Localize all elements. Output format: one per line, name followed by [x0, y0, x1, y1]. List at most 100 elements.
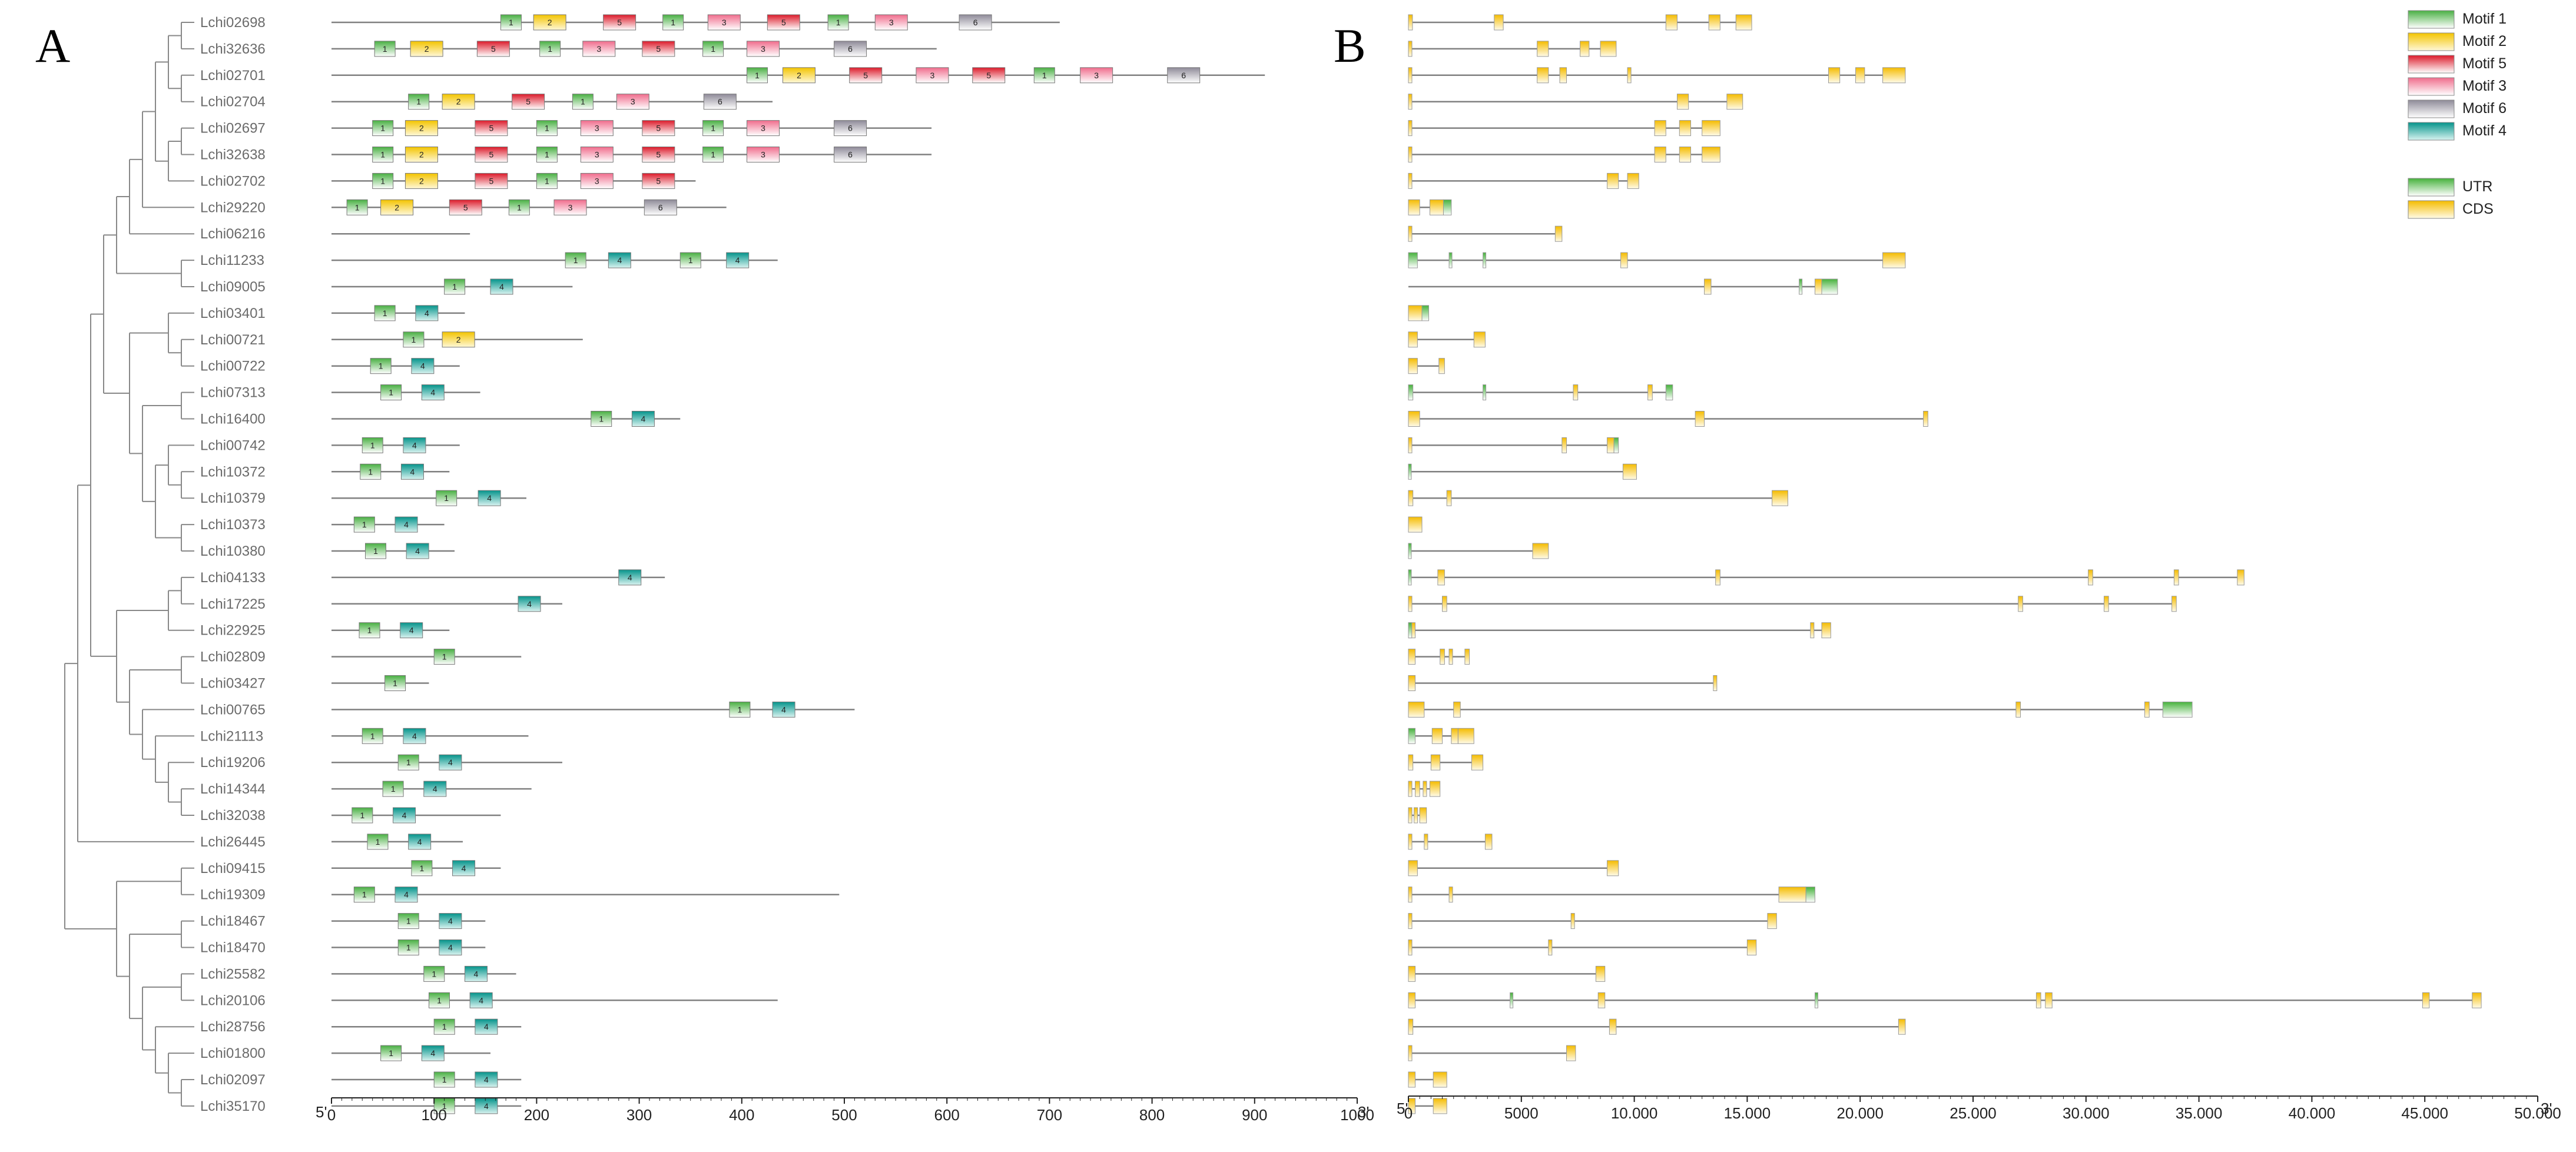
motif-rect [553, 199, 587, 215]
cds-exon [2144, 701, 2150, 718]
motif-panel: 1 2 5 1 3 5 1 3 6 1 2 5 1 3 5 1 3 6 1 2 5 3 5 1 3 6 1 2 5 1 3 6 1 2 5 1 3 5 1 3… [331, 14, 1265, 1114]
gene-name: Lchi10373 [200, 517, 266, 533]
motif-rect [582, 41, 616, 57]
motif-1-box: 1 [362, 728, 383, 744]
motif-rect [346, 199, 368, 215]
motif-2-box: 2 [405, 120, 438, 137]
motif-4-box: 4 [394, 887, 418, 903]
cds-exon [1408, 807, 1413, 824]
motif-4-box: 4 [475, 1098, 498, 1114]
motif-number: 2 [425, 44, 429, 54]
cds-exon [1408, 147, 1413, 162]
motif-4-box: 4 [464, 965, 488, 982]
motif-5-box: 5 [603, 14, 636, 31]
motif-rect [726, 252, 750, 268]
cds-exon [1554, 225, 1563, 242]
motif-number: 4 [417, 837, 422, 846]
cds-exon [1451, 728, 1458, 744]
cds-exon [1408, 411, 1420, 427]
motif-1-box: 1 [827, 14, 849, 31]
motif-number: 4 [462, 864, 466, 873]
gene-structure [1408, 622, 1831, 639]
motif-rect [475, 147, 508, 162]
gene-name: Lchi03427 [200, 676, 266, 692]
legend-swatch-motif-5 [2408, 55, 2455, 74]
motif-number: 4 [448, 943, 453, 952]
motif-rect [608, 252, 631, 268]
motif-rect [500, 14, 522, 31]
motif-3-box: 3 [1080, 67, 1113, 84]
motif-rect [403, 437, 426, 453]
utr-region [1443, 199, 1452, 215]
motif-rect [360, 463, 382, 480]
gene-name: Lchi02704 [200, 94, 266, 110]
gene-structure [1408, 225, 1563, 242]
motif-number: 4 [433, 784, 437, 794]
motif-5-box: 5 [642, 172, 675, 189]
motif-rect [439, 913, 462, 929]
motif-rect [662, 14, 684, 31]
motif-number: 3 [595, 150, 599, 160]
motif-1-box: 1 [367, 834, 389, 850]
motif-1-box: 1 [346, 199, 368, 215]
gene-name: Lchi32638 [200, 147, 266, 163]
motif-6-box: 6 [644, 199, 677, 215]
gene-name: Lchi25582 [200, 966, 266, 982]
phylogenetic-tree [64, 22, 194, 1107]
motif-rect [433, 1018, 455, 1035]
motif-rect [384, 675, 406, 691]
motif-number: 1 [380, 150, 385, 160]
gene-name: Lchi02702 [200, 173, 266, 189]
cds-exon [1408, 94, 1413, 110]
motif-number: 1 [545, 124, 549, 133]
gene-structure [1408, 463, 1637, 480]
motif-number: 3 [722, 18, 727, 27]
motif-number: 3 [596, 44, 601, 54]
motif-rect [642, 41, 675, 57]
gene-name: Lchi19309 [200, 887, 266, 903]
motif-1-box: 1 [702, 147, 724, 162]
motif-number: 1 [380, 124, 385, 133]
cds-exon [1408, 1045, 1413, 1061]
motif-number: 1 [1042, 71, 1047, 80]
cds-exon [1566, 1045, 1576, 1061]
gene-structure [1408, 1018, 1906, 1035]
motif-number: 4 [402, 811, 407, 820]
motif-rect [565, 252, 586, 268]
gene-structure [1408, 14, 1752, 31]
motif-1-box: 1 [372, 120, 394, 137]
motif-rect [423, 781, 447, 797]
cds-exon [1772, 490, 1788, 506]
axis-tick-label: 900 [1242, 1106, 1267, 1124]
motif-5-box: 5 [642, 147, 675, 162]
gene-structure [1408, 41, 1617, 57]
motif-rect [362, 437, 383, 453]
axis-tick-label: 800 [1139, 1106, 1165, 1124]
gene-name: Lchi00722 [200, 358, 266, 374]
cds-exon [1607, 172, 1619, 189]
axis-tick-label: 45.000 [2401, 1104, 2448, 1122]
motif-rect [729, 701, 751, 718]
motif-number: 1 [688, 255, 693, 265]
motif-rect [702, 41, 724, 57]
cds-exon [1408, 781, 1413, 797]
motif-rect [464, 965, 488, 982]
gene-name: Lchi00721 [200, 332, 266, 348]
gene-name: Lchi10379 [200, 490, 266, 506]
cds-exon [1654, 147, 1666, 162]
axis-tick-label: 50.000 [2514, 1104, 2561, 1122]
gene-name: Lchi02809 [200, 649, 266, 665]
cds-exon [1702, 120, 1720, 137]
axis-tick-label: 300 [626, 1106, 652, 1124]
gene-structure [1408, 569, 2245, 586]
motif-number: 1 [671, 18, 675, 27]
motif-number: 3 [1094, 71, 1099, 80]
cds-exon [1442, 596, 1447, 612]
legend-swatch-motif-3 [2408, 77, 2455, 96]
motif-rect [536, 147, 558, 162]
motif-rect [707, 14, 741, 31]
cds-exon [1620, 252, 1628, 268]
motif-rect [400, 622, 423, 639]
motif-number: 1 [380, 176, 385, 185]
cds-exon [2018, 596, 2023, 612]
